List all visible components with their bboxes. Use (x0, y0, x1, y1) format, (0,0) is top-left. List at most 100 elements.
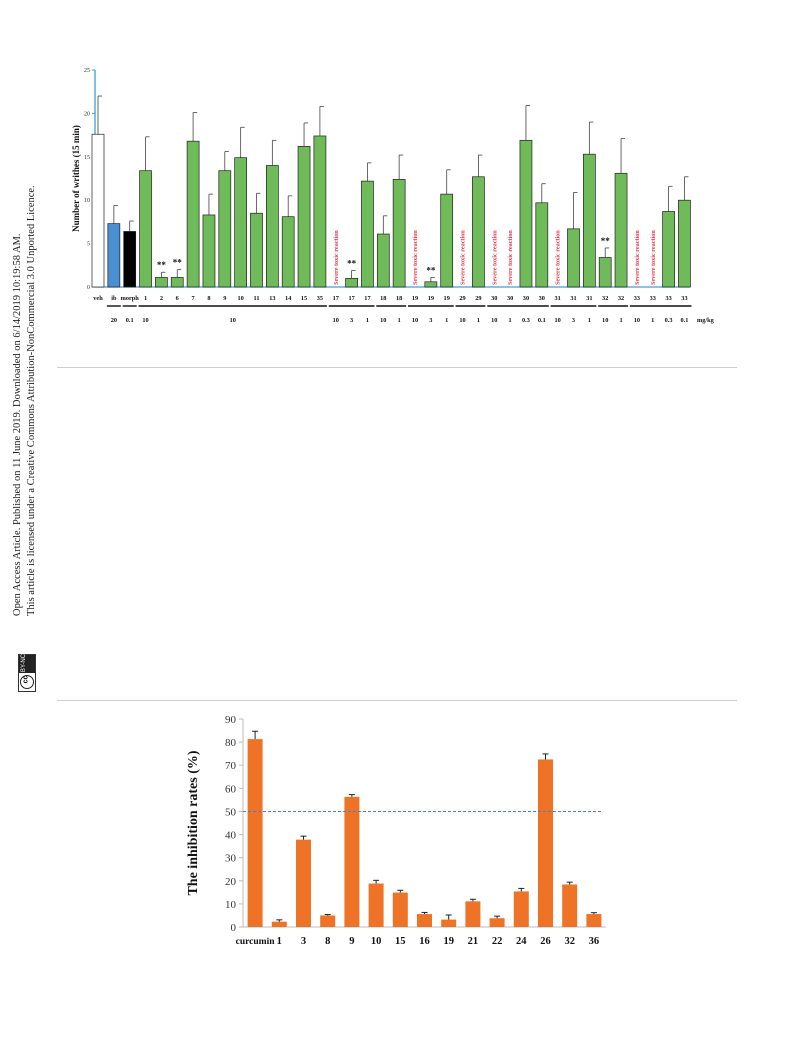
category-label: 30 (491, 295, 497, 302)
category-label: 9 (349, 936, 354, 947)
category-label: 15 (301, 295, 307, 302)
y-tick-label: 30 (225, 853, 237, 865)
bar (123, 231, 137, 288)
category-label: 14 (285, 295, 292, 302)
category-label: 29 (459, 295, 465, 302)
bar (519, 139, 533, 288)
bar (234, 157, 247, 288)
y-tick-label: 60 (225, 783, 237, 795)
dose-label: 1 (445, 317, 448, 324)
dose-label: 10 (491, 317, 497, 324)
dose-label: 0.1 (681, 317, 689, 324)
bar (202, 214, 216, 288)
category-label: 9 (223, 295, 226, 302)
y-tick-label: 0 (231, 922, 237, 934)
bar (535, 202, 549, 288)
dose-label: 1 (588, 317, 591, 324)
bar (424, 281, 438, 288)
category-label: 26 (540, 936, 551, 947)
bar (139, 170, 152, 288)
bar (266, 165, 279, 288)
category-label: curcumin (236, 937, 276, 947)
category-label: 30 (507, 295, 513, 302)
category-label: morph (121, 295, 140, 302)
y-axis-label: The inhibition rates (%) (186, 750, 201, 895)
significance-label: ** (347, 259, 357, 269)
bar (271, 921, 287, 927)
toxic-reaction-label: Severe toxic reaction (650, 230, 657, 285)
category-label: 30 (539, 295, 545, 302)
dose-label: 0.1 (538, 317, 546, 324)
unit-label: mg/kg (697, 317, 715, 324)
y-tick-label: 90 (225, 714, 237, 726)
bar (562, 884, 578, 927)
bar (441, 919, 457, 927)
bar (247, 739, 263, 927)
category-label: 1 (277, 936, 282, 947)
dose-label: 10 (142, 317, 148, 324)
category-label: 30 (523, 295, 529, 302)
bar (155, 277, 168, 288)
dose-label: 1 (651, 317, 654, 324)
y-tick-label: 25 (84, 68, 90, 74)
category-label: 29 (475, 295, 481, 302)
category-label: 33 (634, 295, 640, 302)
dose-label: 20 (111, 317, 117, 324)
category-label: 32 (618, 295, 624, 302)
category-label: 3 (301, 936, 306, 947)
toxic-reaction-label: Severe toxic reaction (460, 230, 467, 285)
inhibition-chart: 0 10 20 30 40 50 60 70 80 90 The inhibition rates … (186, 714, 606, 947)
category-label: 7 (192, 295, 195, 302)
dose-label: 10 (412, 317, 418, 324)
category-label: 35 (317, 295, 323, 302)
dose-label: 1 (619, 317, 622, 324)
bar (598, 257, 612, 288)
bar (186, 140, 200, 288)
category-label: 13 (269, 295, 275, 302)
dose-label: 10 (555, 317, 561, 324)
significance-label: ** (426, 265, 436, 275)
category-label: 31 (555, 295, 561, 302)
toxic-reaction-label: Severe toxic reaction (491, 230, 498, 285)
bar (465, 901, 481, 927)
y-axis-label: Number of writhes (15 min) (71, 125, 81, 232)
bar (678, 199, 691, 288)
bar (567, 228, 580, 288)
cc-icon: cc (20, 675, 34, 689)
bar (392, 892, 408, 927)
toxic-reaction-label: Severe toxic reaction (507, 230, 514, 285)
bar (417, 914, 432, 927)
category-label: 10 (371, 936, 382, 947)
bar (345, 277, 358, 288)
y-tick-label: 10 (225, 899, 237, 911)
y-tick-label: 20 (84, 111, 90, 117)
bar (513, 891, 529, 927)
category-label: 32 (602, 295, 608, 302)
cc-license-badge[interactable]: BY-NC cc (18, 654, 36, 692)
category-label: 19 (444, 295, 450, 302)
category-label: 22 (492, 936, 503, 947)
bar (376, 233, 390, 288)
category-label: 1 (144, 295, 147, 302)
significance-label: ** (157, 260, 167, 270)
category-label: 6 (176, 295, 179, 302)
bar (297, 146, 311, 288)
category-label: 21 (468, 936, 479, 947)
category-label: 17 (348, 295, 354, 302)
category-label: 18 (396, 295, 402, 302)
category-label: 32 (564, 936, 575, 947)
toxic-reaction-label: Severe toxic reaction (412, 230, 419, 285)
bar (250, 212, 263, 288)
category-label: 17 (364, 295, 370, 302)
y-tick-label: 40 (225, 830, 237, 842)
dose-label: 0.3 (522, 317, 530, 324)
bar (320, 915, 336, 927)
y-tick-label: 0 (87, 285, 90, 291)
bar (489, 918, 505, 927)
y-tick-label: 70 (225, 760, 237, 772)
bar (472, 176, 485, 288)
toxic-reaction-label: Severe toxic reaction (634, 230, 641, 285)
y-tick-label: 15 (84, 155, 90, 161)
writhing-chart: 0 5 10 15 20 25 Number of writhes (15 min) veh i… (71, 68, 715, 324)
category-label: 19 (412, 295, 418, 302)
